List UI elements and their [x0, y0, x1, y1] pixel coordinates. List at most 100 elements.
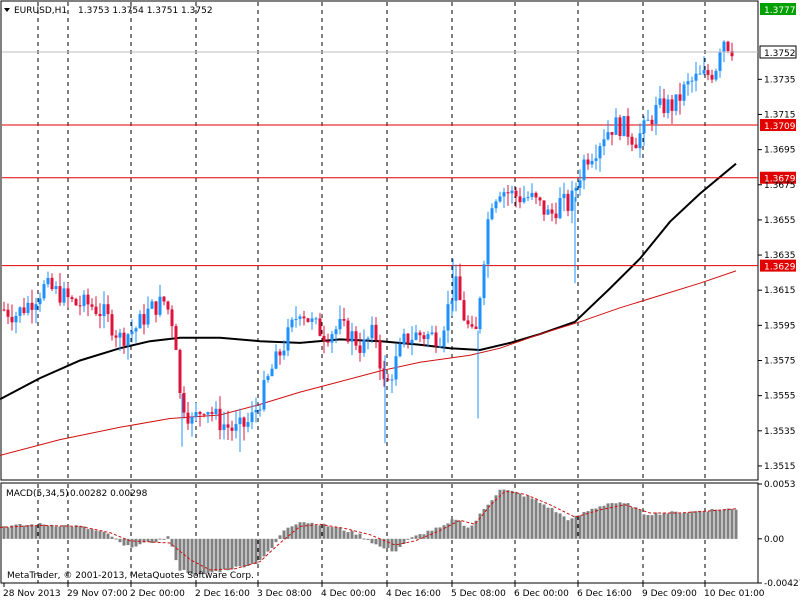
candle-body: [526, 197, 530, 199]
candle-body: [58, 286, 62, 303]
candle-body: [102, 304, 106, 317]
macd-bar: [578, 515, 582, 539]
macd-bar: [650, 515, 654, 539]
price-axis: 1.3515 1.3535 1.3555 1.3575 1.3595 1.3615 1.36…: [758, 75, 796, 472]
macd-bar: [658, 514, 662, 539]
macd-bar: [590, 508, 594, 539]
candle-body: [530, 192, 534, 198]
candle-body: [626, 116, 630, 137]
macd-bar: [150, 538, 154, 543]
macd-signal-line: [0, 490, 737, 571]
macd-tick-label: 0.0053: [764, 480, 796, 490]
candle-body: [650, 119, 654, 125]
macd-bar: [106, 533, 110, 539]
macd-bar: [430, 530, 434, 539]
macd-bar: [94, 530, 98, 539]
candle-body: [362, 339, 366, 353]
candle-body: [602, 139, 606, 147]
moving-averages: [0, 162, 737, 456]
candle-body: [198, 412, 202, 415]
macd-bar: [442, 525, 446, 539]
macd-bar: [238, 538, 242, 567]
macd-bar: [298, 522, 302, 539]
candle-body: [302, 316, 306, 319]
candle-body: [510, 190, 514, 194]
candle-body: [110, 314, 114, 336]
candle-body: [94, 306, 98, 314]
macd-bar: [202, 538, 206, 574]
candle-body: [230, 427, 234, 431]
price-tick-label: 1.3555: [764, 392, 796, 402]
candle-body: [462, 300, 466, 321]
time-tick-label: 2 Dec 16:00: [195, 589, 250, 599]
macd-bar: [690, 511, 694, 539]
candle-body: [162, 296, 166, 302]
candle-body: [258, 409, 262, 411]
macd-bar: [570, 518, 574, 539]
time-tick-label: 29 Nov 07:00: [67, 589, 128, 599]
candle-body: [350, 331, 354, 342]
hline-tag-2: [760, 171, 796, 184]
macd-bar: [542, 504, 546, 539]
candle-body: [226, 424, 230, 428]
candle-body: [6, 309, 10, 317]
moving-average-fast-line: [0, 270, 737, 456]
macd-bar: [498, 489, 502, 539]
candle-body: [478, 298, 482, 330]
macd-bar: [174, 538, 178, 561]
candle-body: [254, 410, 258, 413]
candle-body: [286, 327, 290, 351]
candle-body: [338, 319, 342, 330]
macd-bar: [330, 527, 334, 539]
macd-bar: [662, 513, 666, 539]
candle-body: [118, 332, 122, 338]
macd-bar: [538, 502, 542, 539]
candle-body: [122, 332, 126, 346]
candle-body: [418, 332, 422, 336]
candle-body: [178, 349, 182, 393]
chart-header: EURUSD,H1 1.3753 1.3754 1.3751 1.3752: [4, 6, 213, 16]
macd-bar: [346, 532, 350, 539]
price-tick-label: 1.3655: [764, 216, 796, 226]
horizontal-lines[interactable]: 1.3709 1.3679 1.3629: [2, 119, 796, 273]
macd-bar: [366, 538, 370, 540]
candle-body: [222, 424, 226, 430]
candle-body: [698, 73, 702, 75]
candle-body: [494, 201, 498, 209]
macd-bar: [262, 538, 266, 557]
macd-bar: [386, 538, 390, 548]
candle-body: [278, 351, 282, 356]
candle-body: [682, 84, 686, 101]
candle-body: [690, 80, 694, 82]
macd-bar: [258, 538, 262, 561]
candle-body: [218, 408, 222, 431]
candle-body: [706, 70, 710, 75]
candle-body: [434, 332, 438, 347]
candle-body: [686, 81, 690, 85]
chevron-down-icon[interactable]: [4, 8, 10, 12]
candle-body: [366, 338, 370, 340]
macd-bar: [614, 503, 618, 539]
macd-values: 0.00282 0.00298: [70, 489, 148, 499]
candle-body: [590, 160, 594, 165]
hline-tag-3: [760, 259, 796, 272]
candle-body: [190, 417, 194, 424]
candle-body: [106, 304, 110, 315]
candle-body: [466, 320, 470, 325]
candle-body: [470, 324, 474, 327]
candle-body: [30, 302, 34, 310]
macd-bar: [438, 527, 442, 539]
macd-bar: [122, 538, 126, 546]
macd-bar: [10, 525, 14, 539]
candle-body: [486, 219, 490, 265]
candle-body: [270, 368, 274, 377]
time-tick-label: 4 Dec 16:00: [386, 589, 441, 599]
candle-body: [610, 132, 614, 135]
candle-body: [342, 319, 346, 321]
candle-body: [298, 316, 302, 319]
macd-panel-frame: [0, 482, 759, 584]
macd-bar: [274, 538, 278, 543]
macd-bar: [30, 524, 34, 539]
